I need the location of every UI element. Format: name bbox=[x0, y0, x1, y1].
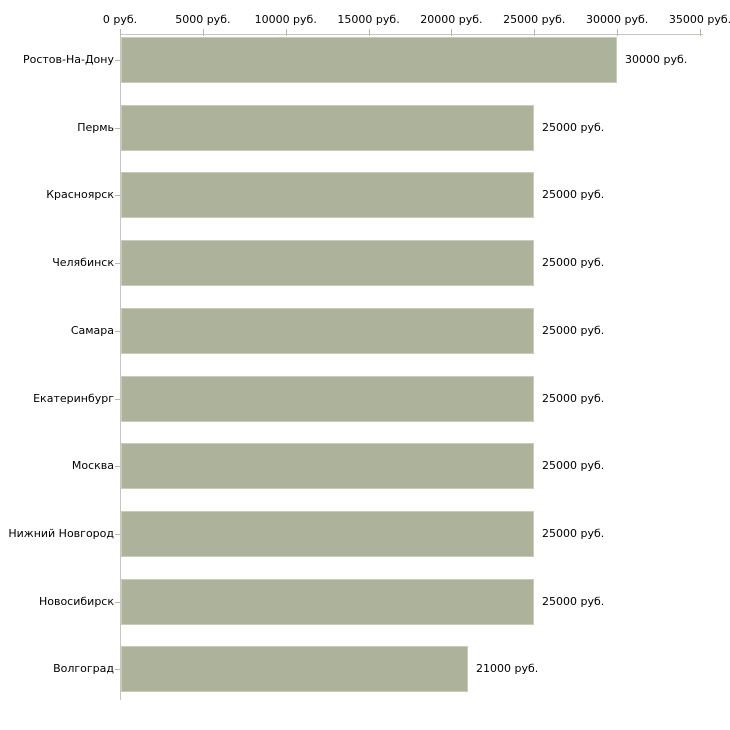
x-axis-tick-label: 25000 руб. bbox=[503, 13, 566, 26]
value-label: 25000 руб. bbox=[542, 256, 605, 269]
category-label: Самара bbox=[70, 324, 114, 337]
category-label: Пермь bbox=[77, 121, 114, 134]
x-axis-tick-label: 15000 руб. bbox=[337, 13, 400, 26]
bar bbox=[121, 579, 534, 625]
value-label: 25000 руб. bbox=[542, 527, 605, 540]
bar bbox=[121, 443, 534, 489]
category-label: Новосибирск bbox=[38, 595, 114, 608]
value-label: 30000 руб. bbox=[625, 53, 688, 66]
y-axis-tick bbox=[115, 399, 120, 400]
category-label: Волгоград bbox=[53, 662, 114, 675]
y-axis-tick bbox=[115, 60, 120, 61]
bar bbox=[121, 511, 534, 557]
x-axis-tick bbox=[534, 29, 536, 36]
x-axis-tick-label: 5000 руб. bbox=[175, 13, 231, 26]
value-label: 25000 руб. bbox=[542, 324, 605, 337]
category-label: Екатеринбург bbox=[33, 392, 114, 405]
category-label: Челябинск bbox=[52, 256, 114, 269]
bar bbox=[121, 37, 617, 83]
value-label: 25000 руб. bbox=[542, 459, 605, 472]
value-label: 21000 руб. bbox=[476, 662, 539, 675]
bar bbox=[121, 105, 534, 151]
x-axis-tick bbox=[202, 29, 204, 36]
value-label: 25000 руб. bbox=[542, 392, 605, 405]
y-axis-line bbox=[120, 34, 121, 700]
bar bbox=[121, 308, 534, 354]
y-axis-tick bbox=[115, 128, 120, 129]
value-label: 25000 руб. bbox=[542, 188, 605, 201]
y-axis-tick bbox=[115, 602, 120, 603]
x-axis-tick-label: 0 руб. bbox=[102, 13, 138, 26]
x-axis-tick-label: 20000 руб. bbox=[420, 13, 483, 26]
y-axis-tick bbox=[115, 263, 120, 264]
x-axis-tick-label: 10000 руб. bbox=[254, 13, 317, 26]
x-axis-tick-label: 35000 руб. bbox=[668, 13, 730, 26]
x-axis-tick bbox=[285, 29, 287, 36]
x-axis-tick bbox=[700, 29, 701, 36]
y-axis-tick bbox=[115, 534, 120, 535]
category-label: Ростов-На-Дону bbox=[22, 53, 114, 66]
bar bbox=[121, 376, 534, 422]
category-label: Красноярск bbox=[46, 188, 114, 201]
value-label: 25000 руб. bbox=[542, 595, 605, 608]
x-axis-tick bbox=[368, 29, 370, 36]
y-axis-tick bbox=[115, 195, 120, 196]
y-axis-tick bbox=[115, 669, 120, 670]
category-label: Москва bbox=[71, 459, 114, 472]
x-axis-tick bbox=[451, 29, 453, 36]
x-axis-tick-label: 30000 руб. bbox=[586, 13, 649, 26]
bar bbox=[121, 172, 534, 218]
x-axis-line bbox=[120, 34, 703, 35]
x-axis-tick bbox=[617, 29, 619, 36]
y-axis-tick bbox=[115, 466, 120, 467]
category-label: Нижний Новгород bbox=[8, 527, 114, 540]
x-axis-tick bbox=[120, 29, 121, 36]
value-label: 25000 руб. bbox=[542, 121, 605, 134]
bar bbox=[121, 240, 534, 286]
bar bbox=[121, 646, 468, 692]
y-axis-tick bbox=[115, 331, 120, 332]
